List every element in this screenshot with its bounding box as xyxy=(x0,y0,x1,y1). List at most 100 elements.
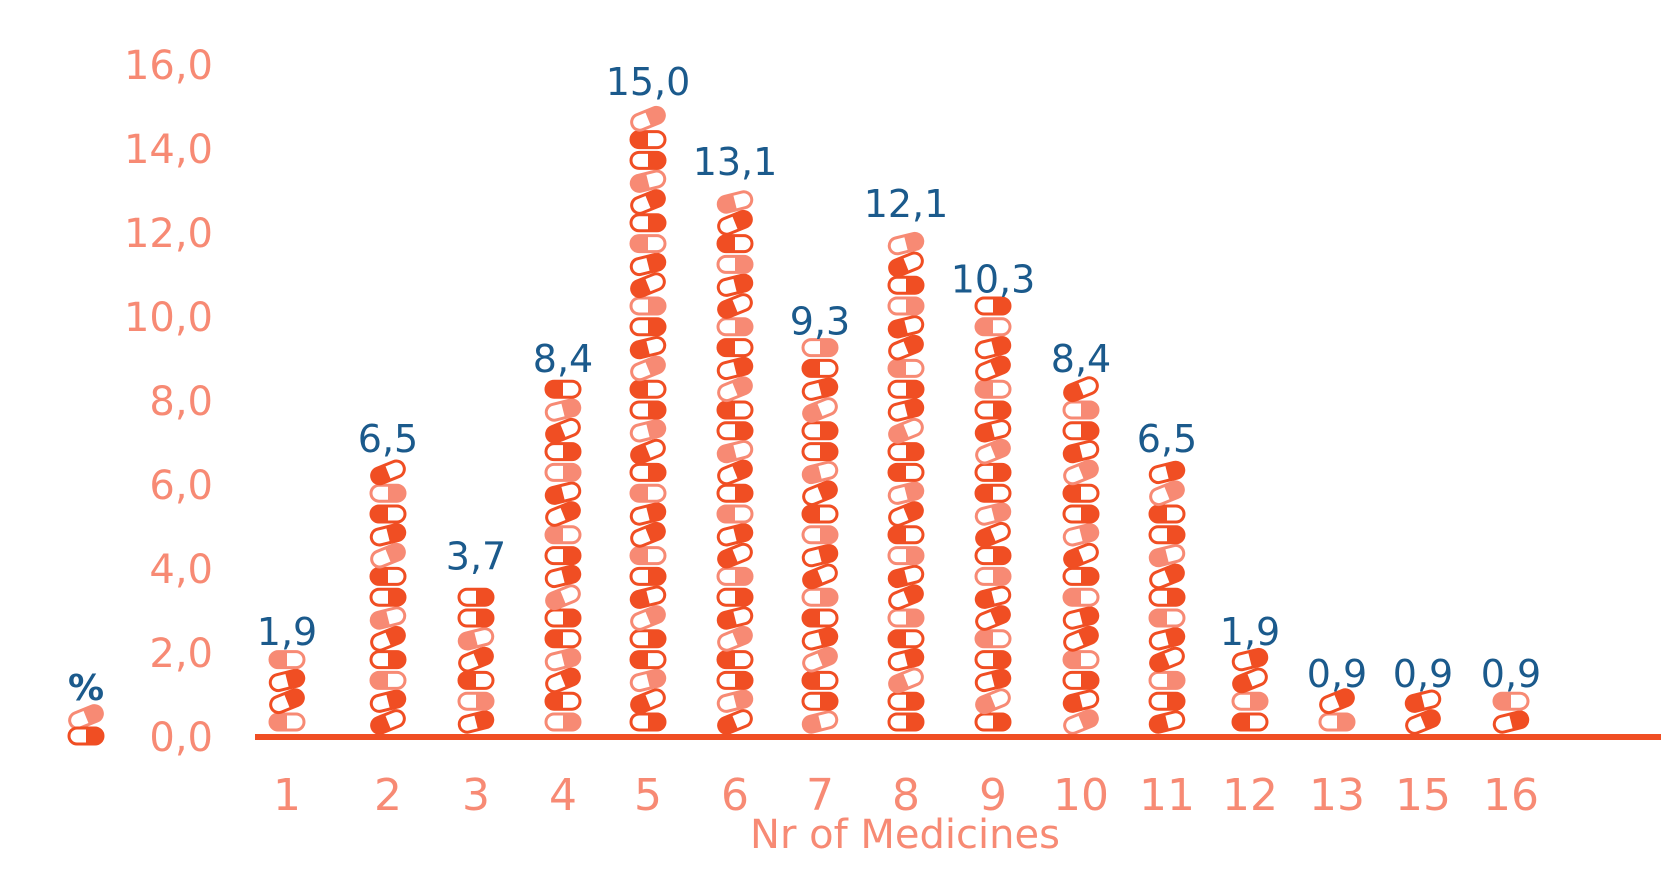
data-label: 8,4 xyxy=(1051,337,1111,381)
pill-icon xyxy=(1062,650,1100,670)
pill-icon xyxy=(1405,709,1441,735)
pill-icon xyxy=(544,379,582,399)
pill-icon xyxy=(1231,712,1269,732)
pill-icon xyxy=(974,296,1012,316)
data-label: 1,9 xyxy=(1220,610,1280,654)
pill-icon xyxy=(975,688,1011,715)
bar xyxy=(457,587,495,734)
bar xyxy=(974,296,1012,732)
pill-icon xyxy=(629,213,667,233)
pill-icon xyxy=(629,400,667,420)
y-tick-label: 2,0 xyxy=(149,631,213,677)
x-tick-label: 11 xyxy=(1139,770,1195,821)
pill-icon xyxy=(801,691,839,711)
y-tick-label: 8,0 xyxy=(149,379,213,425)
pill-icon xyxy=(716,566,754,586)
pill-icon xyxy=(457,710,495,734)
pill-icon xyxy=(887,546,925,566)
pill-icon xyxy=(369,523,407,547)
pill-icon xyxy=(975,521,1011,548)
pill-icon xyxy=(801,543,839,568)
data-label: 0,9 xyxy=(1393,652,1453,696)
pill-icon xyxy=(1062,606,1100,630)
pill-icon xyxy=(801,377,839,401)
bar xyxy=(629,105,667,732)
pill-icon xyxy=(1148,691,1186,711)
pill-icon xyxy=(801,358,839,378)
x-axis-ticks: 1 2 3 4 5 6 7 8 9 10 11 12 13 15 16 xyxy=(273,770,1539,821)
data-label: 6,5 xyxy=(358,417,418,461)
pill-icon xyxy=(629,629,667,649)
pill-icon xyxy=(887,358,925,378)
pill-icon xyxy=(369,483,407,503)
pill-icon xyxy=(629,379,667,399)
pill-icon xyxy=(1149,646,1185,673)
pill-icon xyxy=(544,712,582,732)
pill-icon xyxy=(1063,542,1099,569)
pill-icon xyxy=(888,334,924,361)
y-tick-label: 16,0 xyxy=(124,43,213,89)
pill-icon xyxy=(630,605,666,631)
pill-icon xyxy=(629,317,667,337)
pill-icon xyxy=(630,105,666,132)
pill-icon xyxy=(888,501,924,527)
pill-icon xyxy=(801,442,839,462)
pill-icon xyxy=(1319,688,1355,715)
pill-icon xyxy=(974,668,1012,693)
data-label: 1,9 xyxy=(257,610,317,654)
y-tick-label: 14,0 xyxy=(124,127,213,173)
pill-icon xyxy=(370,709,406,735)
data-label: 0,9 xyxy=(1481,652,1541,696)
pill-icon xyxy=(1149,480,1185,507)
bar xyxy=(887,231,925,732)
pill-icon xyxy=(369,670,407,690)
pill-icon xyxy=(1062,439,1100,464)
pill-unit-icon xyxy=(67,704,105,746)
pill-icon xyxy=(716,421,754,441)
pill-icon xyxy=(1148,710,1186,734)
pill-icon xyxy=(974,712,1012,732)
pill-icon xyxy=(545,667,581,694)
data-label: 9,3 xyxy=(790,299,850,343)
pill-icon xyxy=(268,712,306,732)
y-tick-label: 12,0 xyxy=(124,211,213,257)
pill-icon xyxy=(1062,523,1100,547)
pill-icon xyxy=(1148,525,1186,545)
x-tick-label: 4 xyxy=(549,770,577,821)
pill-icon xyxy=(545,417,581,444)
pill-icon xyxy=(1231,691,1269,711)
pill-icon xyxy=(887,608,925,628)
pill-icon xyxy=(268,650,306,670)
pill-icon xyxy=(370,625,406,652)
pill-icon xyxy=(974,335,1012,360)
data-label: 6,5 xyxy=(1137,417,1197,461)
x-tick-label: 7 xyxy=(806,770,834,821)
pill-icon xyxy=(716,523,754,547)
pill-icon xyxy=(629,462,667,482)
pill-icon xyxy=(974,650,1012,670)
pill-icon xyxy=(369,566,407,586)
pill-icon xyxy=(887,525,925,545)
pill-icon xyxy=(544,398,582,422)
pill-icon xyxy=(629,335,667,360)
data-label: 12,1 xyxy=(864,182,949,226)
pill-icon xyxy=(974,629,1012,649)
x-tick-label: 2 xyxy=(374,770,402,821)
pill-icon xyxy=(974,462,1012,482)
pill-icon xyxy=(630,688,666,715)
pill-icon xyxy=(1062,689,1100,713)
pill-icon xyxy=(716,317,754,337)
y-axis-unit: % xyxy=(68,668,104,709)
pill-icon xyxy=(974,400,1012,420)
pill-icon xyxy=(802,563,838,590)
pill-icon xyxy=(888,417,924,444)
data-label: 15,0 xyxy=(606,60,691,104)
x-tick-label: 9 xyxy=(979,770,1007,821)
pill-icon xyxy=(629,483,667,503)
pill-icon xyxy=(629,419,667,443)
pill-icon xyxy=(716,689,754,713)
pill-icon xyxy=(887,712,925,732)
pill-icon xyxy=(887,275,925,295)
pill-icon xyxy=(629,546,667,566)
